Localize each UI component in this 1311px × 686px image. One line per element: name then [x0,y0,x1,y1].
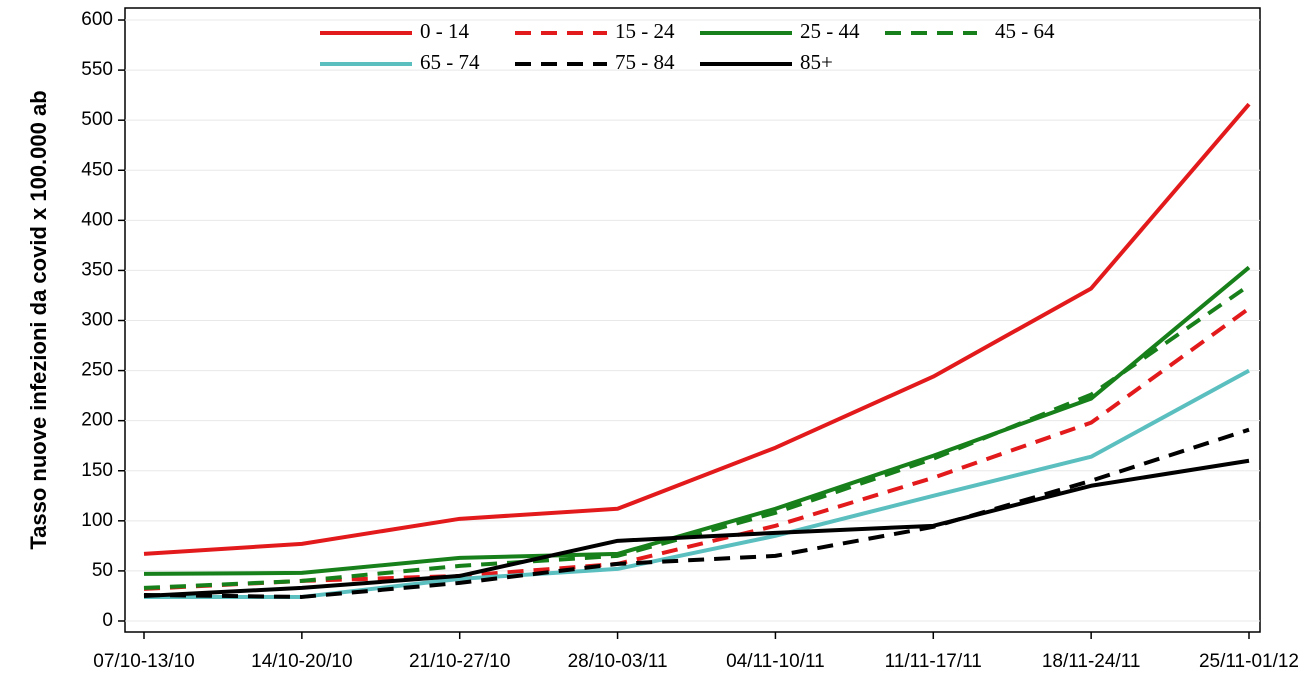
legend-label: 25 - 44 [800,19,860,43]
y-tick-label: 200 [81,410,113,431]
y-tick-label: 150 [81,460,113,481]
x-tick-label: 07/10-13/10 [93,651,194,672]
y-tick-label: 400 [81,209,113,230]
legend-label: 85+ [800,50,833,74]
series-line [143,306,1251,591]
series-line [143,427,1250,599]
legend-label: 15 - 24 [615,19,675,43]
series-line [143,458,1250,598]
y-tick-label: 350 [81,259,113,280]
y-tick-label: 50 [92,560,113,581]
legend-label: 45 - 64 [995,19,1055,43]
series-line [143,265,1251,576]
x-tick-label: 11/11-17/11 [885,651,982,672]
y-tick-label: 450 [81,159,113,180]
x-tick-label: 25/11-01/12 [1199,651,1299,672]
x-tick-label: 04/11-10/11 [726,651,825,672]
x-tick-label: 18/11-24/11 [1042,651,1141,672]
x-tick-label: 28/10-03/11 [568,651,668,672]
series-line [143,283,1251,590]
y-axis-label: Tasso nuove infezioni da covid x 100.000… [26,90,51,549]
series-line [143,102,1251,556]
y-tick-label: 250 [81,360,113,381]
y-tick-label: 300 [81,310,113,331]
x-tick-label: 21/10-27/10 [409,651,510,672]
y-tick-label: 550 [81,59,113,80]
legend-label: 0 - 14 [420,19,469,43]
x-tick-label: 14/10-20/10 [251,651,352,672]
y-tick-label: 100 [81,510,113,531]
legend-label: 65 - 74 [420,50,480,74]
y-tick-label: 600 [81,9,113,30]
legend-label: 75 - 84 [615,50,675,74]
y-tick-label: 500 [81,109,113,130]
y-tick-label: 0 [102,610,113,631]
